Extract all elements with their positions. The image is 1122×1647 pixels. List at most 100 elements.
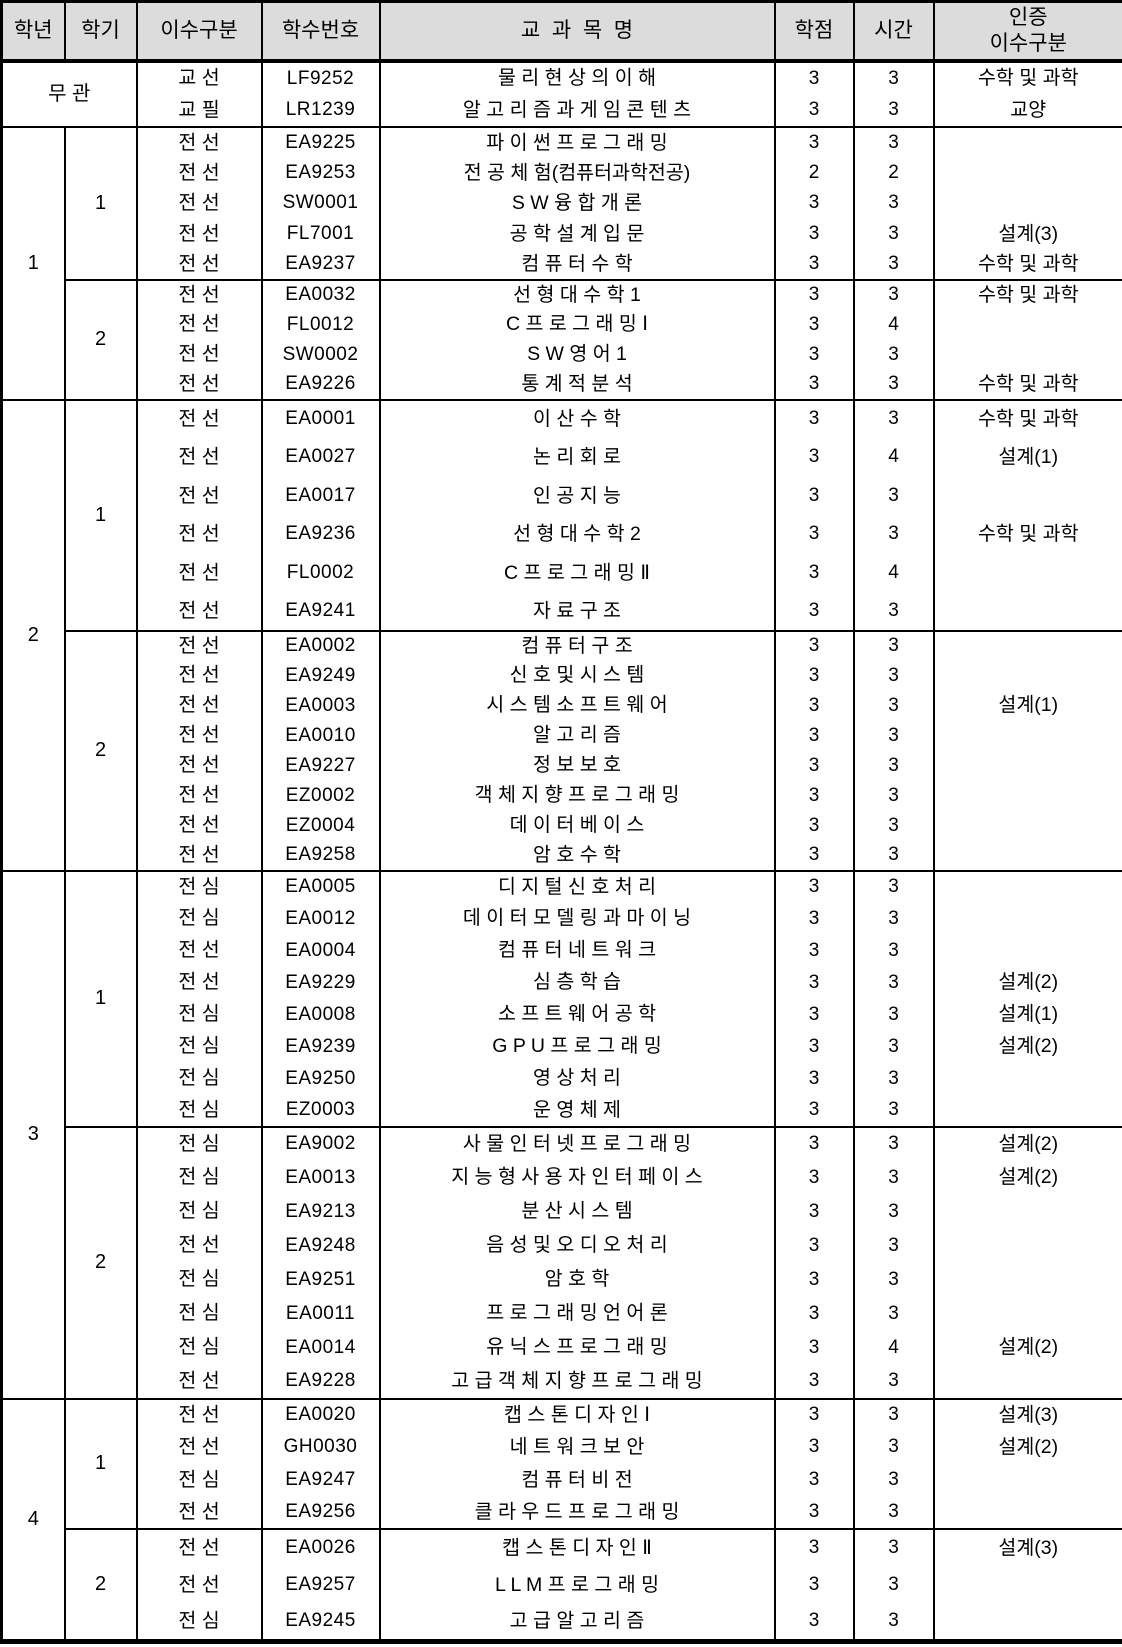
credits-cell: 3 [773,1296,855,1331]
course-name-cell: 프 로 그 래 밍 언 어 론 [378,1296,776,1331]
hours-cell: 2 [852,157,935,188]
credits-cell: 3 [773,1160,855,1195]
course-type-cell: 전 선 [135,592,263,631]
course-code-cell: EA9225 [260,126,381,158]
credits-cell: 3 [773,660,855,691]
hours-cell: 3 [852,1160,935,1195]
cert-cell: 설계(2) [932,1030,1122,1063]
course-row: 전 심 EA9239 G P U 프 로 그 래 밍 3 3 설계(2) [2,1030,1122,1063]
cert-cell: 설계(2) [932,1431,1122,1464]
cert-cell [932,553,1122,592]
course-type-cell: 전 선 [135,629,263,661]
course-name-cell: 컴 퓨 터 수 학 [378,249,776,280]
hours-cell: 4 [852,553,935,592]
course-type-cell: 전 심 [135,1262,263,1297]
cert-cell [932,126,1122,158]
credits-cell: 3 [773,780,855,811]
credits-cell: 3 [773,629,855,661]
course-code-cell: LR1239 [260,94,381,127]
course-type-cell: 전 선 [135,126,263,158]
course-name-cell: 데 이 터 모 델 링 과 마 이 닝 [378,902,776,935]
course-name-cell: 지 능 형 사 용 자 인 터 페 이 스 [378,1160,776,1195]
cert-cell [932,720,1122,751]
semester-cell: 1 [63,1397,138,1529]
hours-cell: 3 [852,840,935,871]
course-row: 전 선 EA9229 심 층 학 습 3 3 설계(2) [2,966,1122,999]
hours-cell: 3 [852,690,935,721]
course-name-cell: 캡 스 톤 디 자 인 Ⅰ [378,1397,776,1431]
col-header-hours: 시간 [852,0,935,63]
credits-cell: 3 [773,1463,855,1496]
course-code-cell: EA9245 [260,1603,381,1641]
hours-cell: 3 [852,188,935,219]
credits-cell: 3 [773,1194,855,1229]
course-code-cell: EA9239 [260,1030,381,1063]
hours-cell: 4 [852,309,935,340]
course-type-cell: 전 심 [135,1194,263,1229]
course-name-cell: 심 층 학 습 [378,966,776,999]
course-name-cell: 디 지 털 신 호 처 리 [378,869,776,903]
course-name-cell: 암 호 수 학 [378,840,776,871]
credits-cell: 3 [773,553,855,592]
course-type-cell: 전 심 [135,1603,263,1641]
course-name-cell: 유 닉 스 프 로 그 래 밍 [378,1330,776,1365]
course-type-cell: 전 선 [135,438,263,477]
course-type-cell: 전 심 [135,1062,263,1095]
hours-cell: 3 [852,720,935,751]
semester-cell: 2 [63,629,138,871]
cert-cell: 설계(3) [932,1527,1122,1566]
course-type-cell: 전 선 [135,934,263,967]
course-name-cell: 신 호 및 시 스 템 [378,660,776,691]
course-code-cell: EA9241 [260,592,381,631]
hours-cell: 3 [852,660,935,691]
credits-cell: 3 [773,1603,855,1641]
hours-cell: 3 [852,1496,935,1529]
course-type-cell: 전 심 [135,1330,263,1365]
credits-cell: 2 [773,157,855,188]
course-type-cell: 전 선 [135,1228,263,1263]
credits-cell: 3 [773,438,855,477]
course-type-cell: 전 심 [135,869,263,903]
course-code-cell: EA0017 [260,476,381,515]
cert-cell: 설계(2) [932,966,1122,999]
hours-cell: 3 [852,869,935,903]
col-header-year: 학년 [0,0,66,63]
course-code-cell: LF9252 [260,60,381,94]
course-code-cell: EA0026 [260,1527,381,1566]
hours-cell: 3 [852,60,935,94]
course-name-cell: 캡 스 톤 디 자 인 Ⅱ [378,1527,776,1566]
credits-cell: 3 [773,94,855,127]
course-code-cell: EA9002 [260,1125,381,1161]
cert-cell [932,1603,1122,1641]
course-name-cell: 네 트 워 크 보 안 [378,1431,776,1464]
cert-cell [932,157,1122,188]
hours-cell: 4 [852,438,935,477]
cert-cell [932,1094,1122,1127]
course-name-cell: 컴 퓨 터 비 전 [378,1463,776,1496]
course-name-cell: 선 형 대 수 학 1 [378,278,776,310]
cert-cell: 수학 및 과학 [932,369,1122,400]
course-type-cell: 전 심 [135,1094,263,1127]
hours-cell: 3 [852,629,935,661]
course-code-cell: EA0008 [260,998,381,1031]
course-name-cell: L L M 프 로 그 래 밍 [378,1566,776,1604]
cert-cell [932,780,1122,811]
course-code-cell: EA0010 [260,720,381,751]
course-code-cell: EA9227 [260,750,381,781]
course-type-cell: 전 선 [135,810,263,841]
course-type-cell: 전 선 [135,1566,263,1604]
